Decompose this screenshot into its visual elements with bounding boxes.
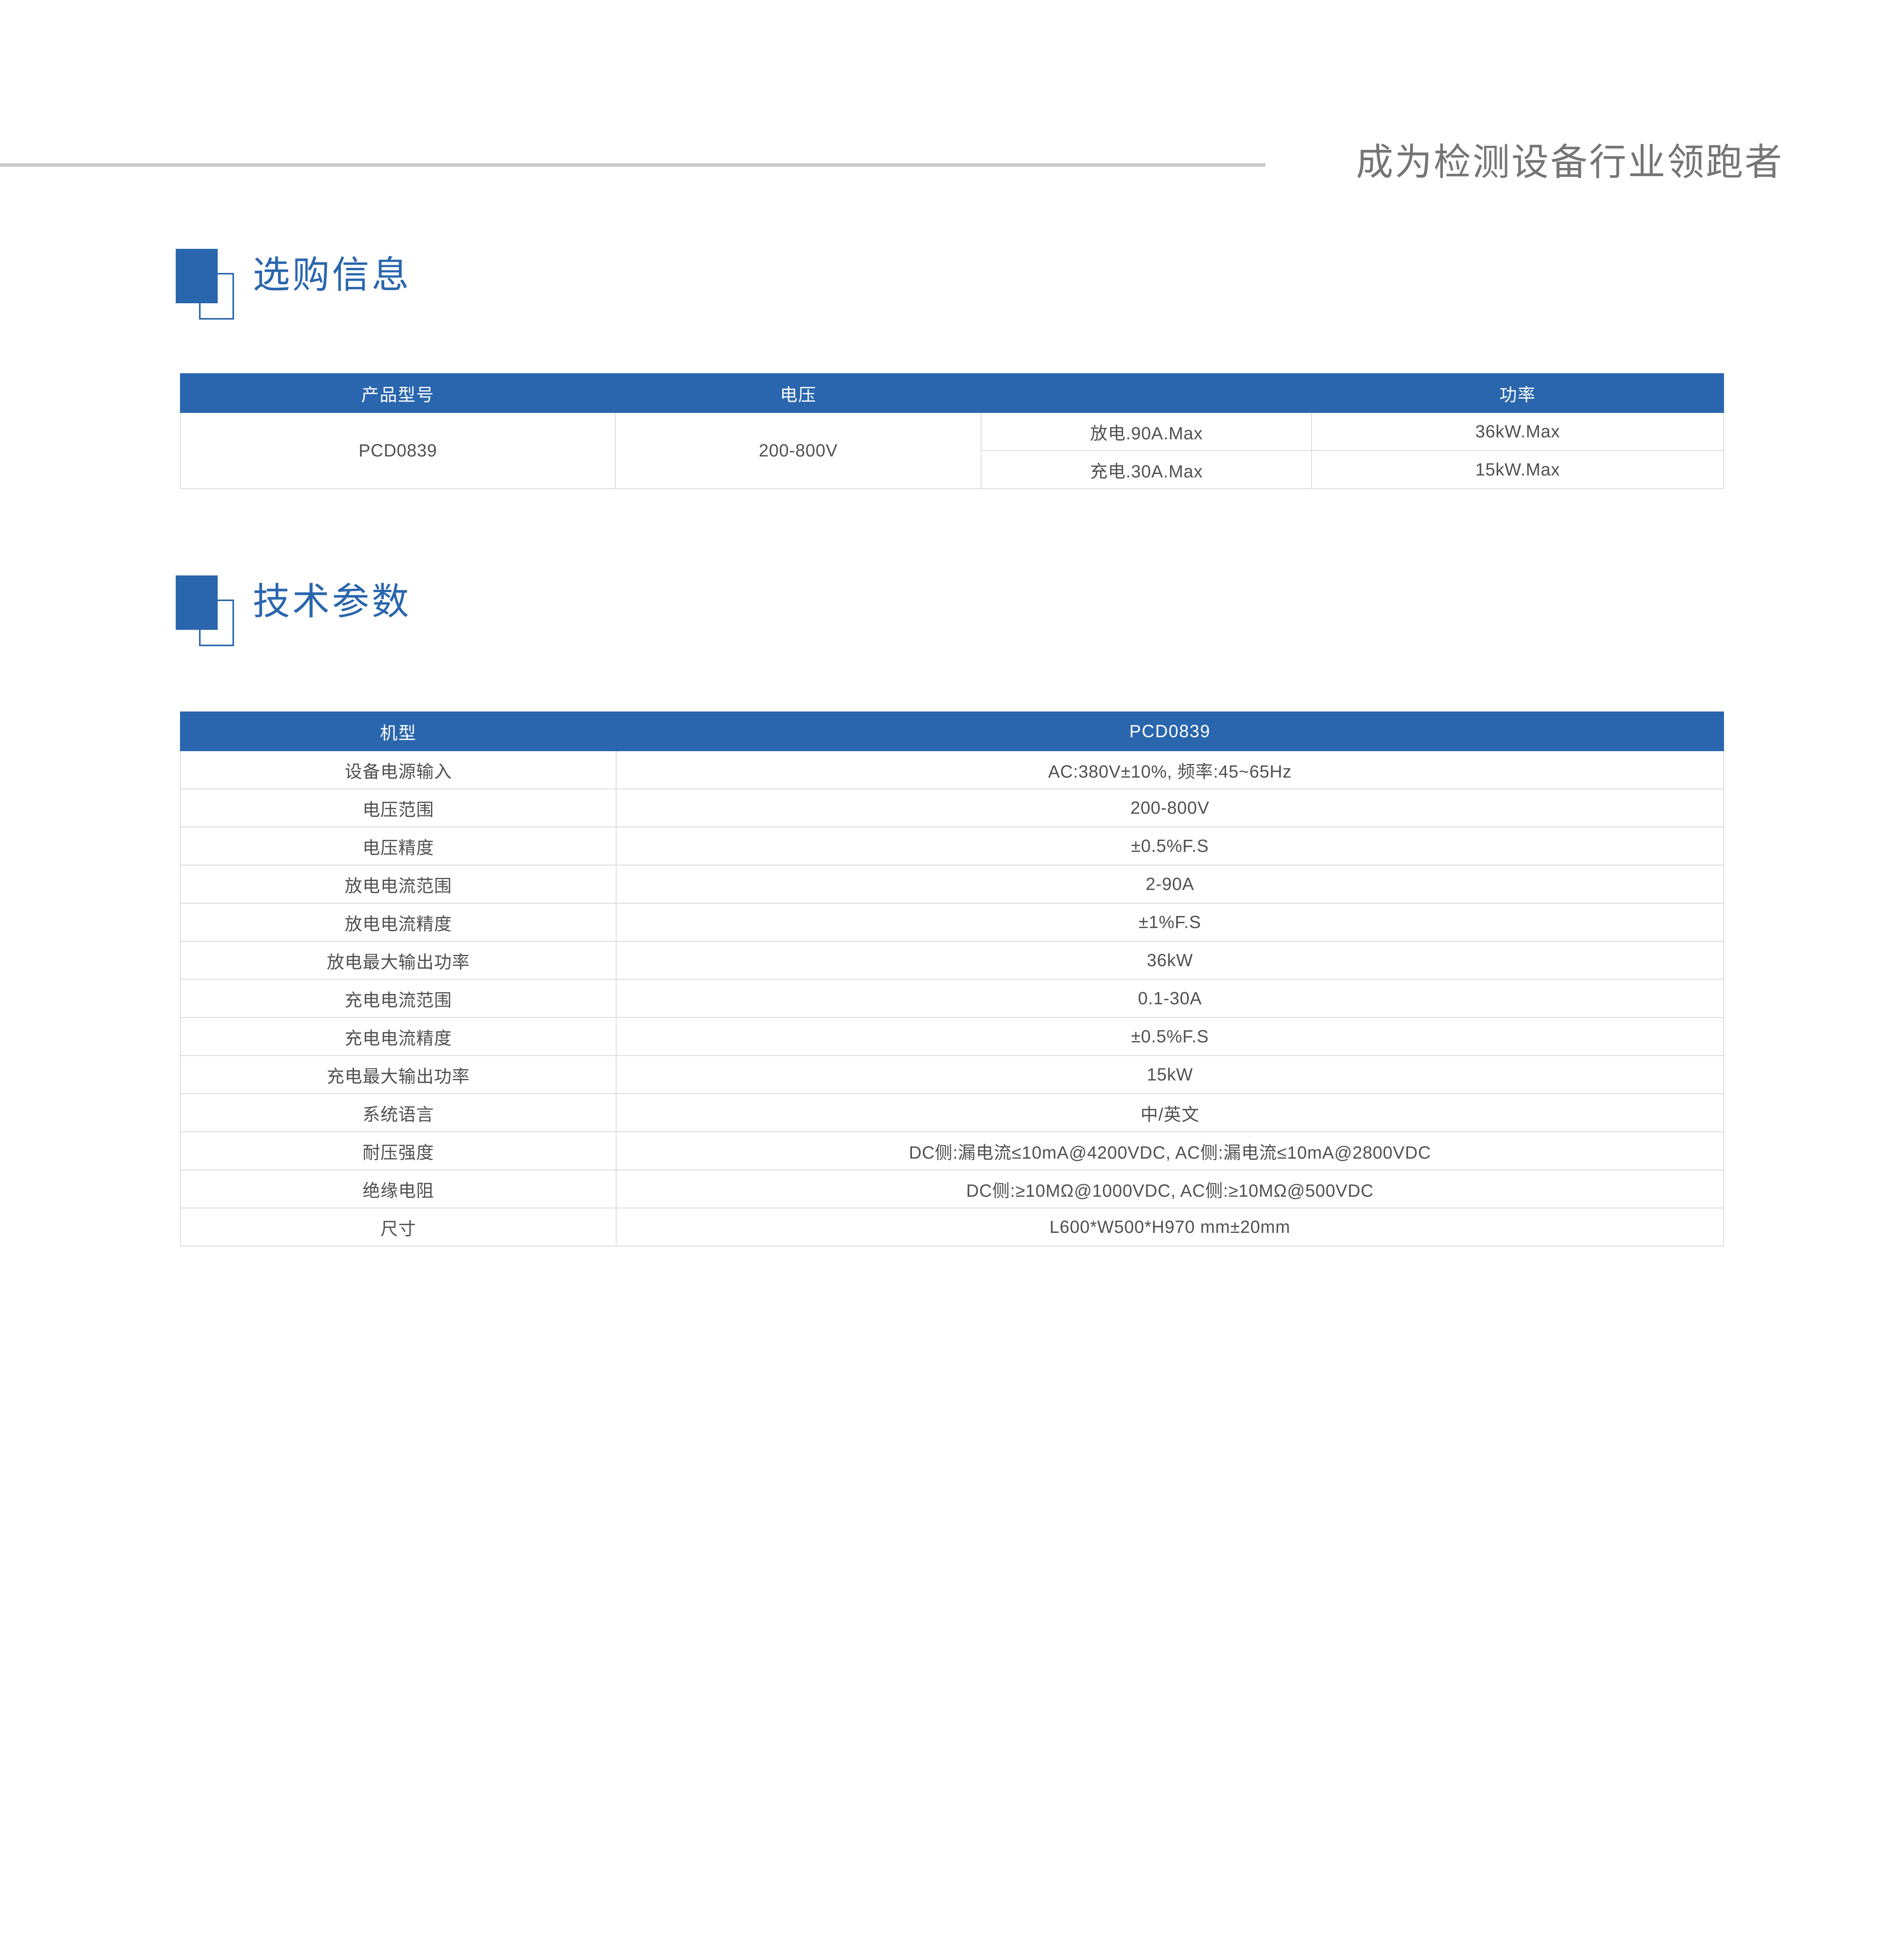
cell-voltage: 200-800V [615,412,982,489]
table-row: PCD0839 200-800V 放电.90A.Max 36kW.Max [180,412,1724,489]
cell-discharge-power: 36kW.Max [1311,412,1724,451]
cell-spec-value: DC侧:≥10MΩ@1000VDC, AC侧:≥10MΩ@500VDC [616,1170,1724,1208]
cell-charge-power: 15kW.Max [1311,450,1724,489]
square-outline-icon [199,273,234,320]
square-outline-icon [199,600,234,646]
cell-spec-value: DC侧:漏电流≤10mA@4200VDC, AC侧:漏电流≤10mA@2800V… [616,1131,1724,1170]
table-row: 系统语言 中/英文 [180,1093,1724,1132]
section-marker-icon [176,575,238,646]
table-row: 电压范围 200-800V [180,788,1724,827]
col-header-product-code: PCD0839 [616,712,1724,751]
table-row: 放电电流精度 ±1%F.S [180,903,1724,942]
cell-spec-value: 36kW [616,941,1724,980]
table-row: 放电电流范围 2-90A [180,865,1724,904]
tech-params-table: 机型 PCD0839 设备电源输入 AC:380V±10%, 频率:45~65Hz… [180,712,1724,1246]
table-row: 绝缘电阻 DC侧:≥10MΩ@1000VDC, AC侧:≥10MΩ@500VDC [180,1170,1724,1208]
cell-spec-label: 绝缘电阻 [180,1170,617,1208]
cell-spec-value: 15kW [616,1055,1724,1094]
cell-spec-label: 充电电流精度 [180,1017,617,1056]
square-filled-icon [176,249,218,303]
cell-spec-label: 放电最大输出功率 [180,941,617,980]
table-row: 耐压强度 DC侧:漏电流≤10mA@4200VDC, AC侧:漏电流≤10mA@2… [180,1131,1724,1170]
cell-spec-label: 电压精度 [180,827,617,865]
col-header-model: 产品型号 [180,373,616,413]
square-filled-icon [176,575,218,630]
purchase-table-body: PCD0839 200-800V 放电.90A.Max 36kW.Max 充电.… [180,412,1724,489]
col-header-machine-type: 机型 [180,712,617,751]
section-title-purchase: 选购信息 [253,254,411,296]
cell-spec-value: 0.1-30A [616,979,1724,1018]
tech-table-head: 机型 PCD0839 [180,712,1724,751]
table-row: 充电.30A.Max 15kW.Max [180,450,1724,489]
cell-spec-value: ±0.5%F.S [616,1017,1724,1056]
tech-table-body: 设备电源输入 AC:380V±10%, 频率:45~65Hz 电压范围 200-800… [180,750,1724,1246]
cell-spec-label: 充电电流范围 [180,979,617,1018]
purchase-table-head: 产品型号 电压 功率 [180,373,1724,413]
col-header-current [981,373,1312,413]
cell-spec-label: 系统语言 [180,1093,617,1132]
col-header-voltage: 电压 [615,373,982,413]
cell-model: PCD0839 [180,412,616,489]
cell-charge-current: 充电.30A.Max [981,450,1312,489]
table-row: 电压精度 ±0.5%F.S [180,827,1724,865]
section-purchase-info: 选购信息 [0,241,1904,320]
table-row: 设备电源输入 AC:380V±10%, 频率:45~65Hz [180,750,1724,789]
cell-spec-value: 2-90A [616,865,1724,904]
table-header-row: 产品型号 电压 功率 [180,373,1724,413]
cell-spec-value: 200-800V [616,788,1724,827]
purchase-info-table: 产品型号 电压 功率 PCD0839 200-800V 放电.90A.Max 3… [180,373,1724,489]
page-header: 成为检测设备行业领跑者 [0,0,1904,183]
cell-spec-label: 放电电流范围 [180,865,617,904]
cell-spec-label: 放电电流精度 [180,903,617,942]
cell-spec-label: 尺寸 [180,1208,617,1246]
cell-spec-value: AC:380V±10%, 频率:45~65Hz [616,750,1724,789]
section-heading-tech: 技术参数 [0,568,1904,646]
cell-spec-value: ±1%F.S [616,903,1724,942]
header-tagline: 成为检测设备行业领跑者 [1356,142,1783,183]
cell-spec-label: 设备电源输入 [180,750,617,789]
header-divider [0,163,1265,167]
cell-discharge-current: 放电.90A.Max [981,412,1312,451]
table-row: 充电电流范围 0.1-30A [180,979,1724,1018]
table-header-row: 机型 PCD0839 [180,712,1724,751]
table-row: 放电最大输出功率 36kW [180,941,1724,980]
col-header-power: 功率 [1311,373,1724,413]
cell-spec-label: 电压范围 [180,788,617,827]
tech-table-wrapper: 机型 PCD0839 设备电源输入 AC:380V±10%, 频率:45~65Hz… [180,712,1724,1246]
cell-spec-value: 中/英文 [616,1093,1724,1132]
cell-spec-label: 充电最大输出功率 [180,1055,617,1094]
table-row: 充电最大输出功率 15kW [180,1055,1724,1094]
section-tech-params: 技术参数 [0,568,1904,646]
cell-spec-label: 耐压强度 [180,1131,617,1170]
table-row: 尺寸 L600*W500*H970 mm±20mm [180,1208,1724,1246]
cell-spec-value: ±0.5%F.S [616,827,1724,865]
section-marker-icon [176,249,238,320]
section-heading-purchase: 选购信息 [0,241,1904,320]
cell-spec-value: L600*W500*H970 mm±20mm [616,1208,1724,1246]
table-row: 充电电流精度 ±0.5%F.S [180,1017,1724,1056]
purchase-table-wrapper: 产品型号 电压 功率 PCD0839 200-800V 放电.90A.Max 3… [180,373,1724,489]
section-title-tech: 技术参数 [253,581,411,622]
